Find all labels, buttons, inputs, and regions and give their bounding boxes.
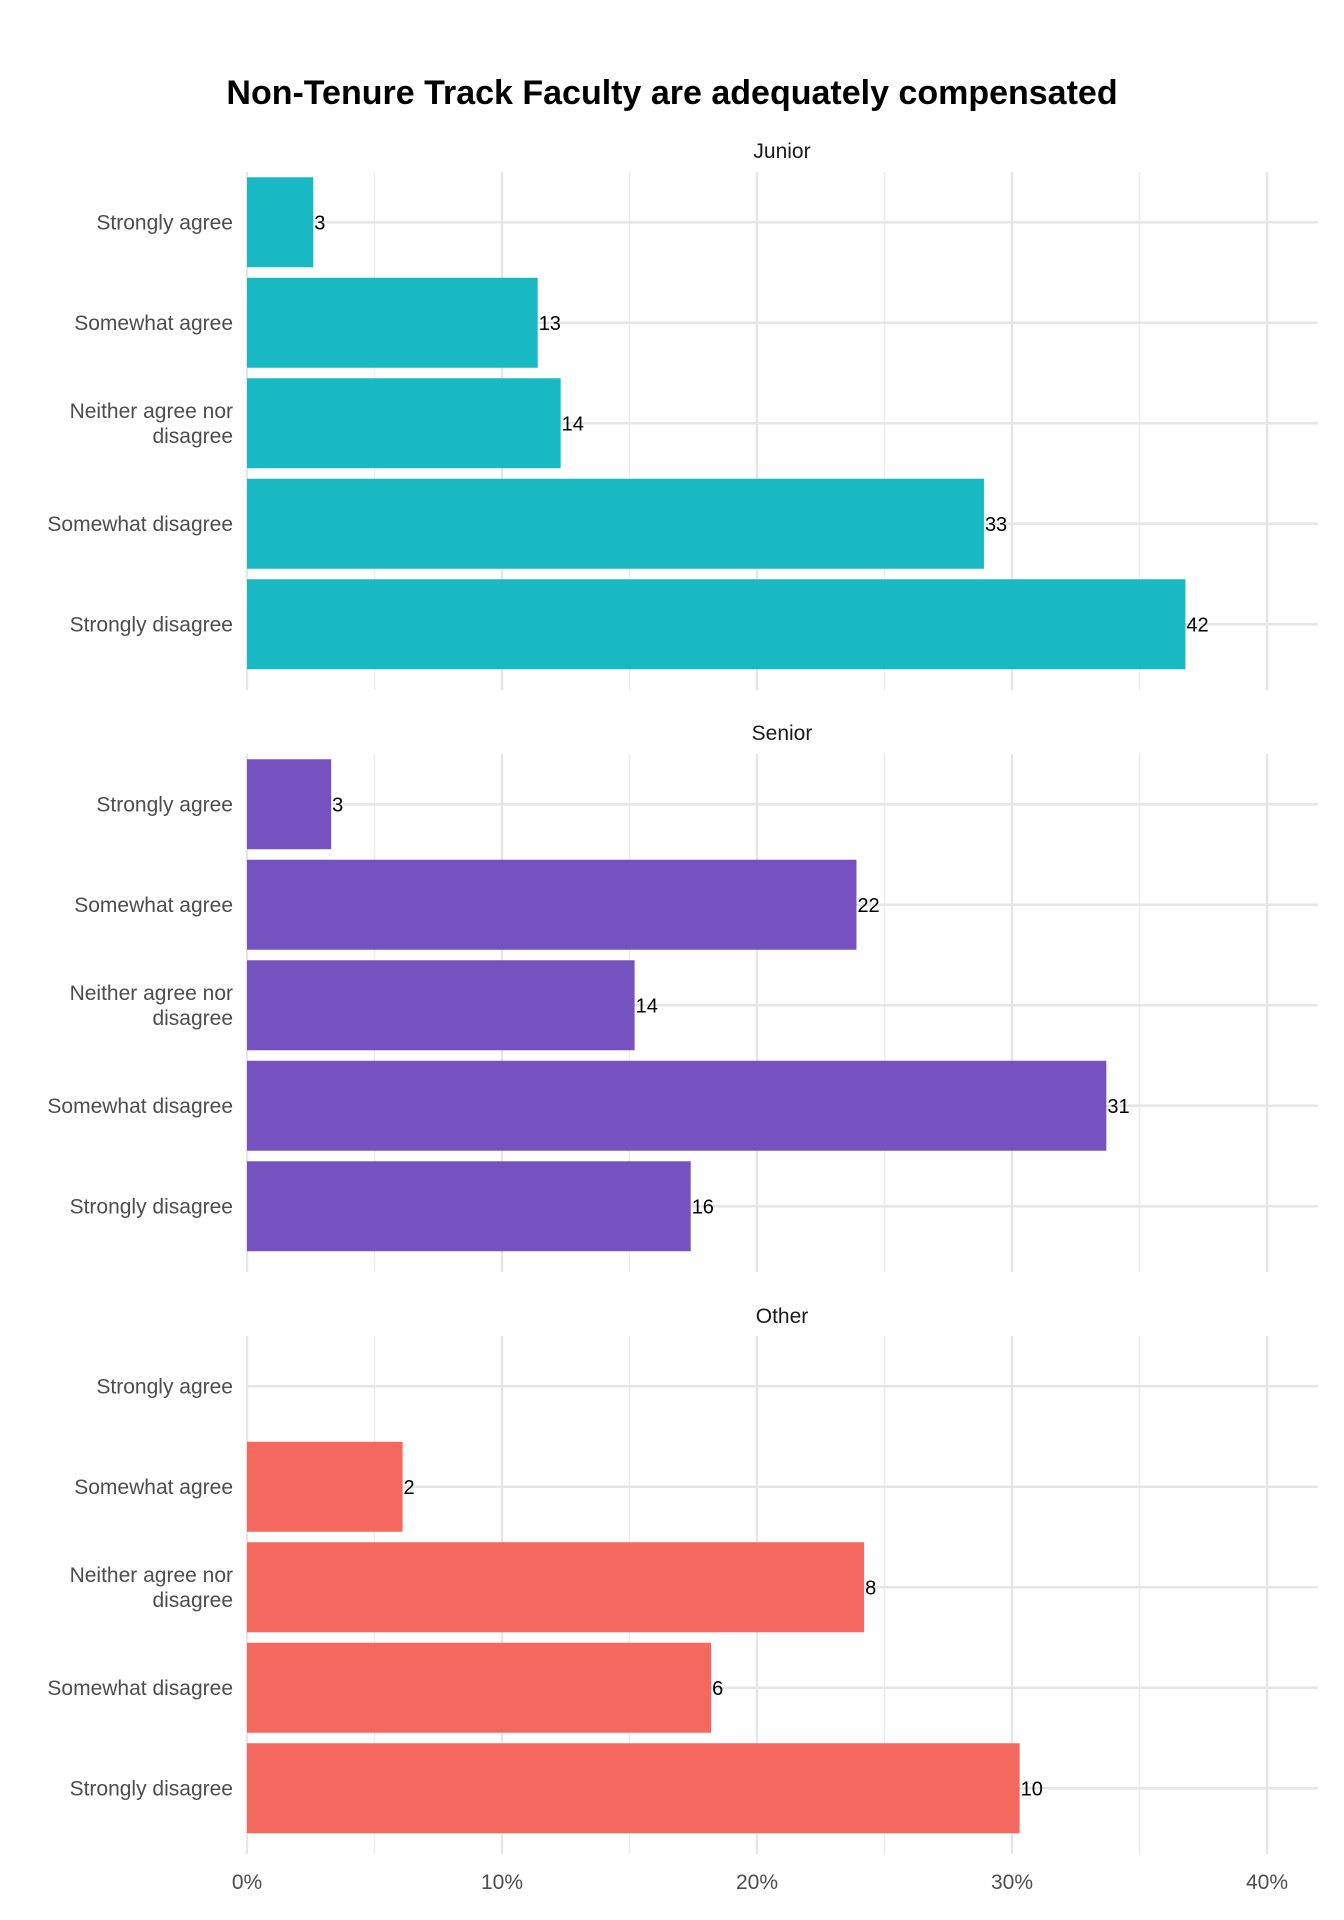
bar: [247, 1060, 1107, 1151]
data-label: 6: [712, 1678, 723, 1700]
category-label: Somewhat agree: [74, 1476, 233, 1499]
category-label-line: Neither agree nor: [70, 1564, 233, 1587]
facet-title-senior: Senior: [752, 722, 813, 745]
category-label: Somewhat disagree: [47, 1095, 233, 1118]
data-label: 16: [692, 1196, 714, 1218]
facet-panel-other: Other Strongly agree Somewhat agree 2 Neithe…: [47, 1305, 1318, 1854]
category-label: Neither agree nor disagree: [70, 1564, 233, 1612]
category-label-line: Somewhat agree: [74, 894, 233, 917]
bar: [247, 277, 538, 368]
facet-title-junior: Junior: [753, 140, 810, 163]
category-label-line: Somewhat agree: [74, 1476, 233, 1499]
category-label: Somewhat disagree: [47, 513, 233, 536]
bar: [247, 378, 561, 469]
category-label-line: disagree: [152, 1589, 233, 1612]
data-label: 8: [865, 1577, 876, 1599]
category-label-line: Strongly agree: [96, 211, 233, 234]
facet-title-other: Other: [756, 1305, 809, 1328]
bar: [247, 759, 332, 850]
bar: [247, 177, 314, 268]
facet-panel-junior: Junior Strongly agree 3 Somewhat agree 13 Nei…: [47, 140, 1318, 690]
category-label: Strongly disagree: [70, 1777, 233, 1800]
data-label: 33: [985, 514, 1007, 536]
x-tick-label: 10%: [481, 1871, 523, 1894]
category-label-line: Somewhat agree: [74, 312, 233, 335]
bar: [247, 1743, 1020, 1834]
facet-panel-senior: Senior Strongly agree 3 Somewhat agree 22 Nei…: [47, 722, 1318, 1272]
data-label: 14: [636, 995, 658, 1017]
bar: [247, 960, 635, 1051]
category-label-line: Strongly agree: [96, 1375, 233, 1398]
category-label-line: Strongly disagree: [70, 1195, 233, 1218]
category-label: Neither agree nor disagree: [70, 400, 233, 448]
x-tick-label: 0%: [232, 1871, 262, 1894]
data-label: 13: [539, 313, 561, 335]
data-label: 10: [1021, 1778, 1043, 1800]
category-label-line: Neither agree nor: [70, 400, 233, 423]
category-label-line: Strongly agree: [96, 793, 233, 816]
data-label: 2: [404, 1477, 415, 1499]
data-label: 3: [314, 212, 325, 234]
x-axis: 0% 10% 20% 30% 40%: [232, 1871, 1288, 1894]
bar: [247, 1161, 691, 1252]
category-label: Somewhat agree: [74, 312, 233, 335]
bar: [247, 1542, 865, 1633]
category-label-line: disagree: [152, 1007, 233, 1030]
plot-area: Junior Strongly agree 3 Somewhat agree 13 Nei…: [47, 140, 1318, 1894]
category-label: Strongly disagree: [70, 613, 233, 636]
x-tick-label: 40%: [1246, 1871, 1288, 1894]
category-label: Strongly agree: [96, 211, 233, 234]
category-label: Somewhat agree: [74, 894, 233, 917]
data-label: 22: [857, 895, 879, 917]
data-label: 14: [562, 413, 584, 435]
data-label: 3: [332, 794, 343, 816]
chart-title: Non-Tenure Track Faculty are adequately …: [226, 74, 1117, 112]
bar: [247, 1642, 712, 1733]
x-tick-label: 30%: [991, 1871, 1033, 1894]
bar: [247, 478, 984, 569]
category-label: Strongly agree: [96, 1375, 233, 1398]
category-label-line: Somewhat disagree: [47, 1095, 233, 1118]
category-label-line: Somewhat disagree: [47, 513, 233, 536]
category-label: Somewhat disagree: [47, 1677, 233, 1700]
data-label: 31: [1107, 1096, 1129, 1118]
bar: [247, 1441, 403, 1532]
category-label-line: disagree: [152, 425, 233, 448]
category-label: Strongly disagree: [70, 1195, 233, 1218]
category-label-line: Somewhat disagree: [47, 1677, 233, 1700]
data-label: 42: [1186, 614, 1208, 636]
bar: [247, 859, 857, 950]
bar: [247, 579, 1186, 670]
category-label: Strongly agree: [96, 793, 233, 816]
category-label-line: Neither agree nor: [70, 982, 233, 1005]
category-label: Neither agree nor disagree: [70, 982, 233, 1030]
x-tick-label: 20%: [736, 1871, 778, 1894]
category-label-line: Strongly disagree: [70, 1777, 233, 1800]
category-label-line: Strongly disagree: [70, 613, 233, 636]
